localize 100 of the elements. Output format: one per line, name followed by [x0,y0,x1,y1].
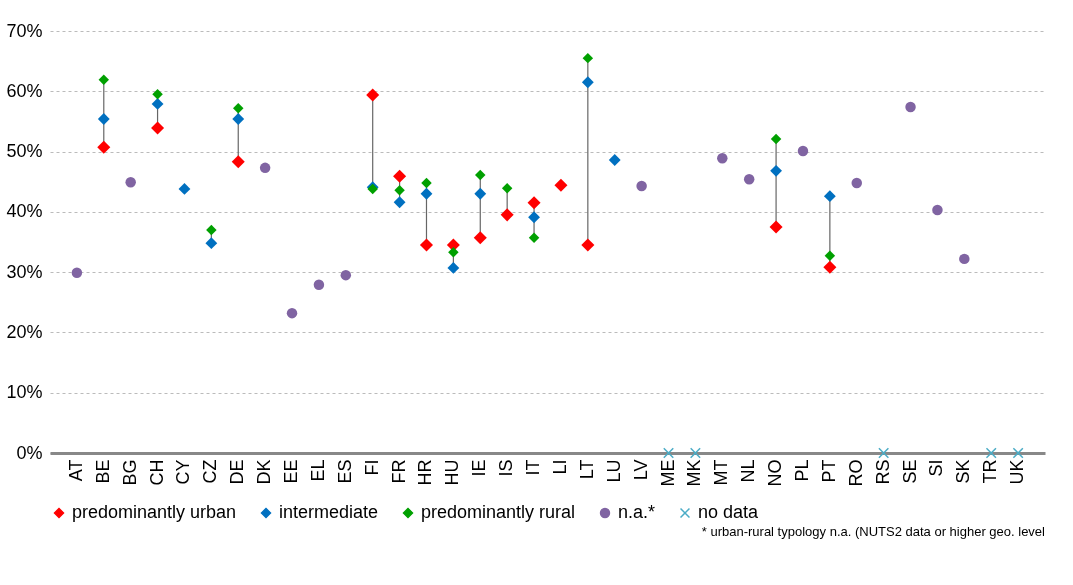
x-tick-label: LI [549,459,570,475]
point [770,164,782,177]
point [581,238,595,252]
point [152,89,163,100]
point [206,224,217,236]
y-tick-label: 40% [6,201,43,222]
point [233,102,244,114]
point [71,267,83,278]
point [421,177,432,189]
point [851,177,862,189]
point [554,178,568,192]
x-tick-label: RS [872,459,893,485]
point [475,169,486,181]
point [232,113,245,125]
x-tick-label: SK [953,459,974,484]
point [797,145,809,157]
x-tick-label: NL [738,459,759,483]
point [985,447,997,459]
x-tick-label: AT [65,459,86,482]
x-tick-label: RO [845,459,866,487]
x-tick-label: HU [442,459,463,486]
x-tick-label: FI [361,459,382,476]
point [717,152,728,164]
point [151,121,165,135]
point [393,169,407,183]
x-tick-label: LT [576,459,597,480]
legend-label: predominantly urban [72,502,237,522]
point [769,220,783,234]
x-tick-label: FR [388,459,409,484]
x-tick-label: HR [415,459,436,486]
x-tick-label: ME [657,459,678,487]
point [824,250,836,262]
point [474,187,487,200]
point [636,180,647,192]
point [178,183,191,195]
point [366,88,380,102]
legend-label: n.a.* [618,502,656,522]
point [581,76,594,89]
point [420,187,433,200]
point [394,184,405,196]
point [340,269,352,281]
point [823,260,837,274]
point [770,133,782,145]
x-tick-label: ES [334,459,355,484]
x-tick-label: UK [1007,459,1028,485]
x-tick-label: CH [146,459,167,486]
y-tick-label: 0% [16,442,43,463]
point [125,177,136,188]
x-tick-label: BG [119,459,140,486]
y-tick-label: 70% [6,20,43,41]
point [663,447,675,459]
x-tick-label: IT [523,459,544,476]
x-tick-label: CZ [200,459,221,484]
point [98,74,110,86]
x-tick-label: LV [630,459,651,481]
point [608,154,621,166]
point [527,196,541,210]
y-tick-label: 20% [6,321,43,342]
x-tick-label: IE [469,459,490,477]
x-tick-label: EE [281,459,302,484]
point [286,307,298,319]
y-tick-label: 30% [6,261,43,282]
x-tick-label: IS [496,459,517,477]
point [151,98,164,110]
x-tick-label: PT [818,459,839,483]
x-tick-label: MK [684,459,705,487]
point [1012,447,1024,459]
point [501,183,513,194]
point [205,237,218,250]
x-tick-label: DE [227,459,248,485]
text: * urban-rural typology n.a. (NUTS2 data or higher geo. level [701,524,1046,539]
point [582,52,594,64]
point [528,232,540,244]
point [500,208,514,222]
y-tick-label: 10% [6,382,43,403]
legend-label: no data [698,502,760,522]
x-tick-label: PL [791,459,812,482]
point [448,247,459,258]
point [393,196,406,209]
x-tick-label: DK [254,459,275,485]
point [959,253,970,265]
point [743,174,755,185]
point [97,140,111,154]
point [878,447,890,459]
point [528,211,540,224]
point [259,162,271,174]
x-tick-label: MT [711,459,732,486]
x-tick-label: SI [926,459,947,477]
point [419,238,434,252]
x-tick-label: LU [603,459,624,483]
point [231,155,245,169]
point [97,113,110,125]
point [905,101,916,113]
legend-label: intermediate [279,502,379,522]
legend-label: predominantly rural [421,502,576,522]
point [473,231,487,245]
point [313,279,325,291]
point [823,190,836,203]
x-tick-label: BE [92,459,113,484]
point [447,262,460,274]
